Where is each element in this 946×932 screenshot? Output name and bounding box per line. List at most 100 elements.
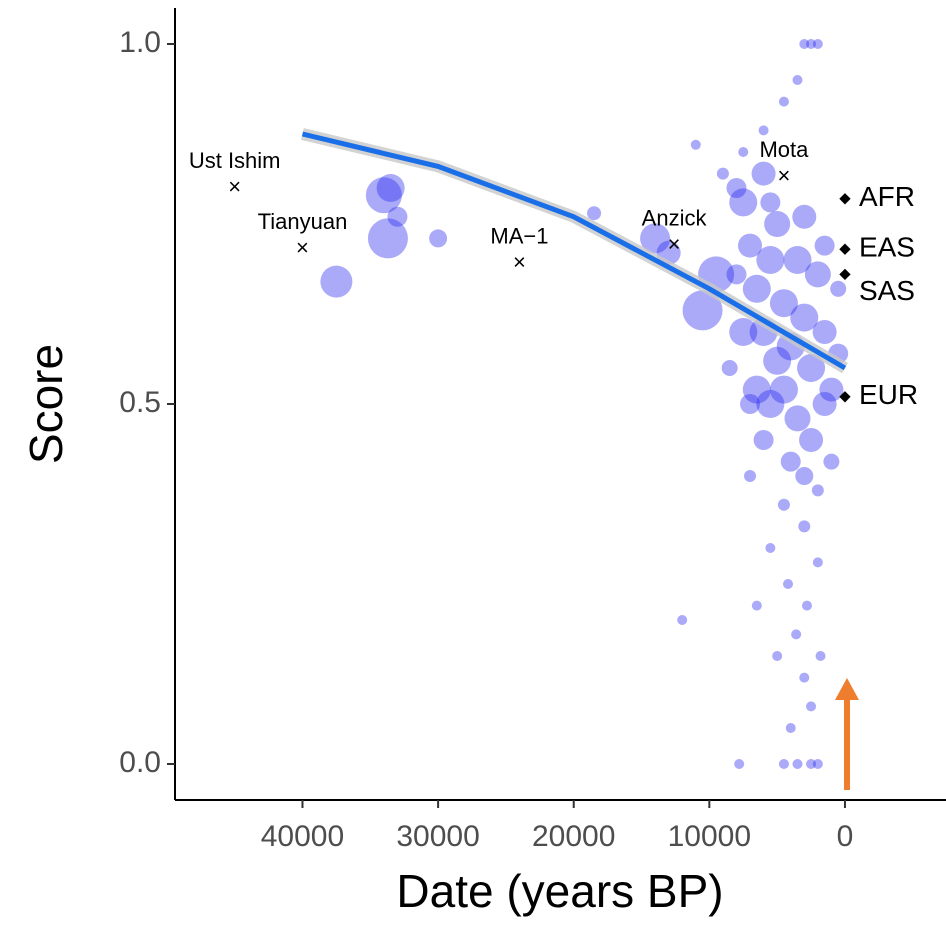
point — [812, 557, 823, 568]
point — [777, 498, 790, 511]
point — [740, 394, 761, 414]
point — [791, 629, 802, 640]
point — [690, 139, 701, 150]
point — [792, 204, 817, 229]
x-tick-label: 0 — [837, 820, 854, 853]
point — [721, 360, 738, 376]
point — [769, 289, 798, 318]
arrow-head — [835, 678, 859, 700]
reference-diamond — [839, 193, 851, 205]
reference-label: SAS — [859, 275, 915, 306]
point — [742, 274, 771, 303]
annotation-label: Anzick — [642, 205, 708, 230]
cross-marker: × — [228, 174, 241, 199]
annotation-label: MA−1 — [490, 223, 548, 248]
point — [806, 39, 817, 49]
trend-line — [301, 131, 847, 371]
point — [783, 246, 812, 274]
point — [819, 377, 844, 402]
x-tick-label: 30000 — [396, 820, 479, 853]
point — [772, 651, 783, 661]
point — [726, 178, 747, 198]
point — [640, 223, 671, 254]
point — [797, 354, 826, 382]
point — [780, 451, 801, 472]
annotation-label: Mota — [759, 137, 809, 162]
point — [367, 218, 408, 259]
x-tick-label: 40000 — [261, 820, 344, 853]
y-tick-label: 1.0 — [119, 26, 161, 59]
point — [769, 375, 798, 404]
point — [795, 467, 814, 485]
y-axis-title: Score — [20, 344, 72, 464]
point — [677, 615, 688, 625]
point — [376, 174, 405, 202]
point — [320, 265, 353, 298]
point — [726, 264, 747, 285]
point — [801, 600, 812, 611]
point — [756, 390, 785, 418]
point — [753, 430, 774, 450]
point — [744, 470, 757, 482]
point — [716, 167, 729, 180]
point — [812, 39, 823, 49]
reference-diamond — [839, 391, 851, 403]
point — [792, 759, 803, 769]
point — [806, 759, 817, 769]
point — [806, 701, 817, 712]
point — [778, 96, 789, 107]
point — [785, 723, 796, 733]
annotation-label: Ust Ishim — [189, 148, 281, 173]
reference-label: EAS — [859, 232, 915, 263]
point — [742, 375, 771, 404]
point — [815, 651, 826, 661]
point — [682, 290, 723, 331]
cross-marker: × — [513, 249, 526, 274]
point — [763, 346, 792, 375]
point — [814, 235, 835, 256]
y-tick-label: 0.5 — [119, 386, 161, 419]
point — [812, 759, 823, 769]
point — [812, 392, 837, 416]
point — [587, 206, 602, 221]
point — [799, 428, 824, 452]
point — [764, 211, 791, 237]
point — [799, 39, 810, 49]
point — [823, 453, 840, 470]
x-tick-label: 20000 — [532, 820, 615, 853]
y-tick-label: 0.0 — [119, 746, 161, 779]
point — [811, 484, 824, 497]
cross-marker: × — [778, 163, 791, 188]
reference-diamond — [839, 243, 851, 255]
point — [365, 177, 402, 214]
cross-marker: × — [296, 235, 309, 260]
annotation-label: Tianyuan — [258, 209, 348, 234]
x-axis-title: Date (years BP) — [396, 865, 723, 917]
point — [429, 229, 448, 248]
point — [804, 261, 831, 288]
point — [729, 188, 758, 217]
point — [734, 759, 745, 769]
point — [756, 246, 785, 274]
reference-label: AFR — [859, 181, 915, 212]
point — [765, 543, 776, 553]
reference-diamond — [839, 268, 851, 281]
point — [830, 280, 847, 297]
point — [799, 672, 810, 683]
point — [798, 520, 811, 533]
x-tick-label: 10000 — [668, 820, 751, 853]
point — [387, 206, 408, 227]
point — [778, 759, 789, 769]
point — [760, 192, 781, 213]
point — [758, 125, 769, 136]
point — [738, 233, 763, 258]
point — [729, 318, 758, 346]
point — [790, 303, 819, 332]
point — [812, 320, 837, 344]
point — [751, 161, 776, 186]
point — [792, 75, 803, 85]
cross-marker: × — [668, 231, 681, 256]
reference-label: EUR — [859, 379, 918, 410]
point — [783, 579, 794, 589]
